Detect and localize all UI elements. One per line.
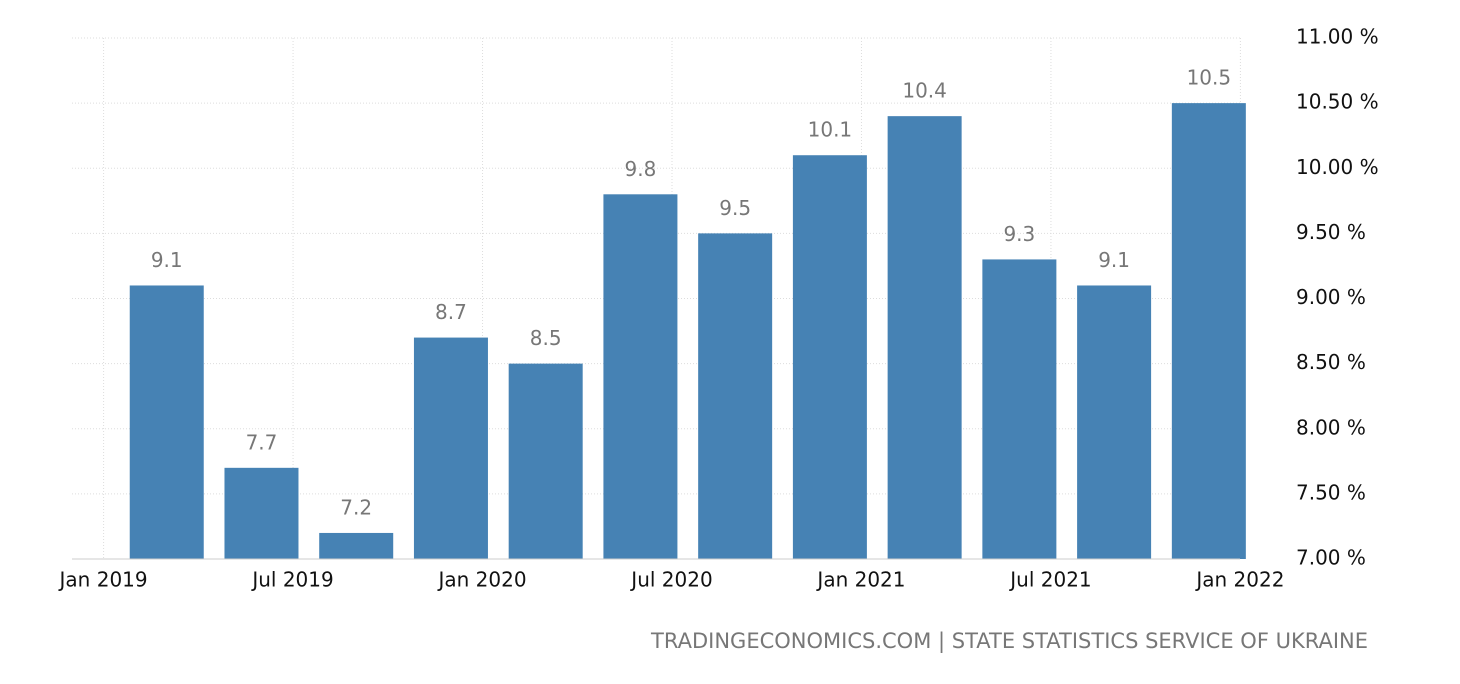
data-label: 9.5 (719, 196, 751, 220)
data-label: 9.8 (625, 157, 657, 181)
y-tick-label: 10.50 % (1296, 90, 1379, 114)
x-tick-label: Jul 2020 (629, 568, 712, 592)
data-label: 9.1 (151, 248, 183, 272)
bar (887, 116, 962, 560)
bar (1077, 285, 1152, 559)
y-tick-label: 8.00 % (1296, 415, 1366, 439)
bar (224, 467, 299, 559)
y-tick-label: 7.50 % (1296, 480, 1366, 504)
data-label: 9.3 (1003, 222, 1035, 246)
bar (413, 337, 488, 559)
bar (698, 233, 773, 559)
bar (319, 532, 394, 559)
x-tick-label: Jan 2019 (58, 568, 148, 592)
x-tick-label: Jul 2021 (1008, 568, 1091, 592)
bar (982, 259, 1057, 559)
data-label: 10.5 (1187, 66, 1232, 90)
bar (792, 155, 867, 559)
x-tick-label: Jan 2022 (1194, 568, 1284, 592)
y-tick-label: 9.50 % (1296, 220, 1366, 244)
source: TRADINGECONOMICS.COM | STATE STATISTICS … (650, 629, 1368, 654)
data-label: 10.1 (808, 118, 853, 142)
y-tick-label: 11.00 % (1296, 25, 1379, 49)
bar (1171, 103, 1246, 559)
data-label: 9.1 (1098, 248, 1130, 272)
data-label: 8.5 (530, 326, 562, 350)
data-label: 7.7 (246, 430, 278, 454)
y-tick-label: 8.50 % (1296, 350, 1366, 374)
y-tick-label: 9.00 % (1296, 285, 1366, 309)
y-tick-label: 7.00 % (1296, 546, 1366, 570)
data-label: 10.4 (902, 79, 947, 103)
data-label: 8.7 (435, 300, 467, 324)
y-tick-label: 10.00 % (1296, 155, 1379, 179)
data-label: 7.2 (340, 495, 372, 519)
x-tick-label: Jan 2021 (815, 568, 905, 592)
bar (129, 285, 204, 559)
x-tick-label: Jul 2019 (250, 568, 333, 592)
x-tick-label: Jan 2020 (436, 568, 526, 592)
bar (508, 363, 583, 559)
bar (603, 194, 678, 560)
